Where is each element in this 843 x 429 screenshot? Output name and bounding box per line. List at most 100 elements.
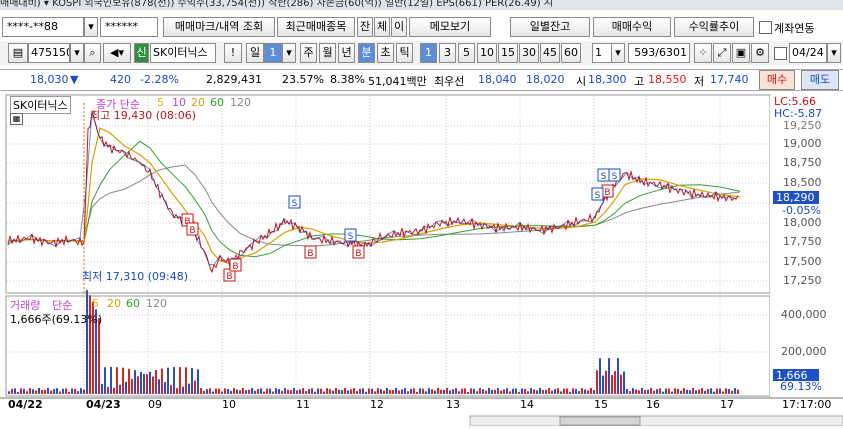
interval-5[interactable]: 5 xyxy=(458,43,475,63)
volume-bar xyxy=(371,388,373,394)
volume-bar xyxy=(731,390,733,394)
date-checkbox[interactable] xyxy=(774,47,787,60)
period-value[interactable]: 1 xyxy=(264,43,282,63)
data-count-field[interactable]: 593/6301 xyxy=(628,43,690,63)
recent-trades-button[interactable]: 최근매매종목 xyxy=(277,17,355,37)
volume-bar xyxy=(113,387,115,394)
volume-bar xyxy=(80,388,82,394)
volume-bar xyxy=(404,388,406,394)
chart-area[interactable]: B B B B B B B S S S S S SK이터닉스 종가 단순 5 1… xyxy=(0,93,843,427)
account-number-field[interactable]: ****-**88 xyxy=(2,17,84,37)
volume-bar xyxy=(569,391,571,394)
volume-bar xyxy=(650,388,652,394)
period-dropdown[interactable]: ▾ xyxy=(282,43,296,63)
interval-1[interactable]: 1 xyxy=(420,43,437,63)
current-price-box xyxy=(773,191,819,204)
symbol-list-button[interactable]: ▤ xyxy=(8,43,28,63)
current-volume-box xyxy=(773,369,819,381)
date-field[interactable]: 04/24 xyxy=(789,43,827,63)
period-week[interactable]: 주 xyxy=(300,43,317,63)
volume-bar xyxy=(590,388,592,394)
period-year[interactable]: 년 xyxy=(338,43,355,63)
legend-close: 종가 단순 xyxy=(96,98,140,111)
volume-bar xyxy=(686,389,688,394)
interval-30[interactable]: 30 xyxy=(519,43,539,63)
volume-bar xyxy=(359,388,361,394)
volume-bar xyxy=(467,392,469,394)
volume-bar xyxy=(392,390,394,394)
ytick-volume: 400,000 xyxy=(781,308,827,321)
interval-60[interactable]: 60 xyxy=(561,43,581,63)
scrollbar-thumb[interactable] xyxy=(559,416,641,426)
volume-bar xyxy=(299,389,301,394)
high-label: 고 xyxy=(634,75,645,88)
settings-button[interactable]: ⚙ xyxy=(751,43,769,63)
memo-button[interactable]: 메모보기 xyxy=(409,17,491,37)
volume-legend-title: 거래량 xyxy=(10,299,41,312)
sell-button[interactable]: 매도 xyxy=(801,70,839,90)
svg-text:B: B xyxy=(226,272,232,282)
alert-button[interactable]: ! xyxy=(224,43,242,63)
history-button[interactable]: 이 xyxy=(391,17,407,37)
period-tick[interactable]: 틱 xyxy=(396,43,413,63)
symbol-dropdown-button[interactable]: ▾ xyxy=(70,43,84,63)
account-dropdown-button[interactable]: ▾ xyxy=(84,17,98,37)
date-dropdown[interactable]: ▾ xyxy=(827,43,841,63)
sound-button[interactable]: ◀▾ xyxy=(103,43,131,63)
filled-button[interactable]: 체 xyxy=(374,17,390,37)
buy-button[interactable]: 매수 xyxy=(759,70,795,90)
period-month[interactable]: 월 xyxy=(319,43,336,63)
period-minute[interactable]: 분 xyxy=(358,43,375,63)
chart-svg[interactable]: B B B B B B B S S S S S xyxy=(0,93,843,427)
trade-mark-button[interactable]: 매매마크/내역 조회 xyxy=(163,17,275,37)
volume-bar xyxy=(353,388,355,394)
save-button[interactable]: ▣ xyxy=(732,43,750,63)
crosshair-button[interactable]: ⤢ xyxy=(713,43,731,63)
volume-bar xyxy=(668,388,670,394)
svg-text:B: B xyxy=(355,249,361,259)
low-note: 최저 17,310 (09:48) xyxy=(82,270,189,283)
interval-15[interactable]: 15 xyxy=(498,43,518,63)
period-second[interactable]: 초 xyxy=(377,43,394,63)
volume-bar xyxy=(161,368,163,394)
volume-bar xyxy=(572,388,574,394)
volume-bar xyxy=(647,389,649,394)
legend-ma60: 60 xyxy=(210,96,224,109)
volume-bar xyxy=(614,371,616,394)
dots-button[interactable]: ⁘ xyxy=(694,43,712,63)
change-rate: -2.28% xyxy=(140,73,179,86)
interval-3[interactable]: 3 xyxy=(439,43,456,63)
volume-bar xyxy=(644,390,646,394)
volume-bar xyxy=(419,388,421,394)
interval-select[interactable]: 1 xyxy=(592,43,612,63)
volume-bar xyxy=(176,388,178,394)
scrollbar[interactable] xyxy=(469,415,843,427)
volume-bar xyxy=(659,388,661,394)
interval-dropdown[interactable]: ▾ xyxy=(611,43,625,63)
volume-bar xyxy=(500,390,502,394)
interval-10[interactable]: 10 xyxy=(477,43,497,63)
period-day[interactable]: 일 xyxy=(246,43,264,63)
volume-bar xyxy=(629,391,631,394)
volume-bar xyxy=(215,388,217,394)
volume-bar xyxy=(281,390,283,394)
volume-bar xyxy=(542,390,544,394)
profit-trend-button[interactable]: 수익률추이 xyxy=(674,17,754,37)
trade-profit-button[interactable]: 매매수익 xyxy=(593,17,671,37)
svg-text:S: S xyxy=(595,191,601,201)
volume-bar xyxy=(107,387,109,394)
daily-balance-button[interactable]: 일별잔고 xyxy=(510,17,590,37)
best-label: 최우선 xyxy=(434,75,465,88)
title-text: 매매대비) ▾ KOSPI 외국인보유(878(천)) 수익주(33,754(천… xyxy=(0,0,554,9)
volume-bar xyxy=(587,390,589,394)
volume-bar xyxy=(263,391,265,394)
volume-bar xyxy=(32,389,34,394)
password-field[interactable]: ****** xyxy=(100,17,158,37)
table-icon[interactable]: ▦ xyxy=(10,113,23,125)
balance-button[interactable]: 잔 xyxy=(357,17,373,37)
symbol-code-field[interactable]: 475150 xyxy=(28,43,70,63)
search-button[interactable]: ⌕ xyxy=(84,43,101,63)
xtick: 15 xyxy=(594,398,608,411)
interval-45[interactable]: 45 xyxy=(540,43,560,63)
account-link-checkbox[interactable] xyxy=(759,21,772,34)
